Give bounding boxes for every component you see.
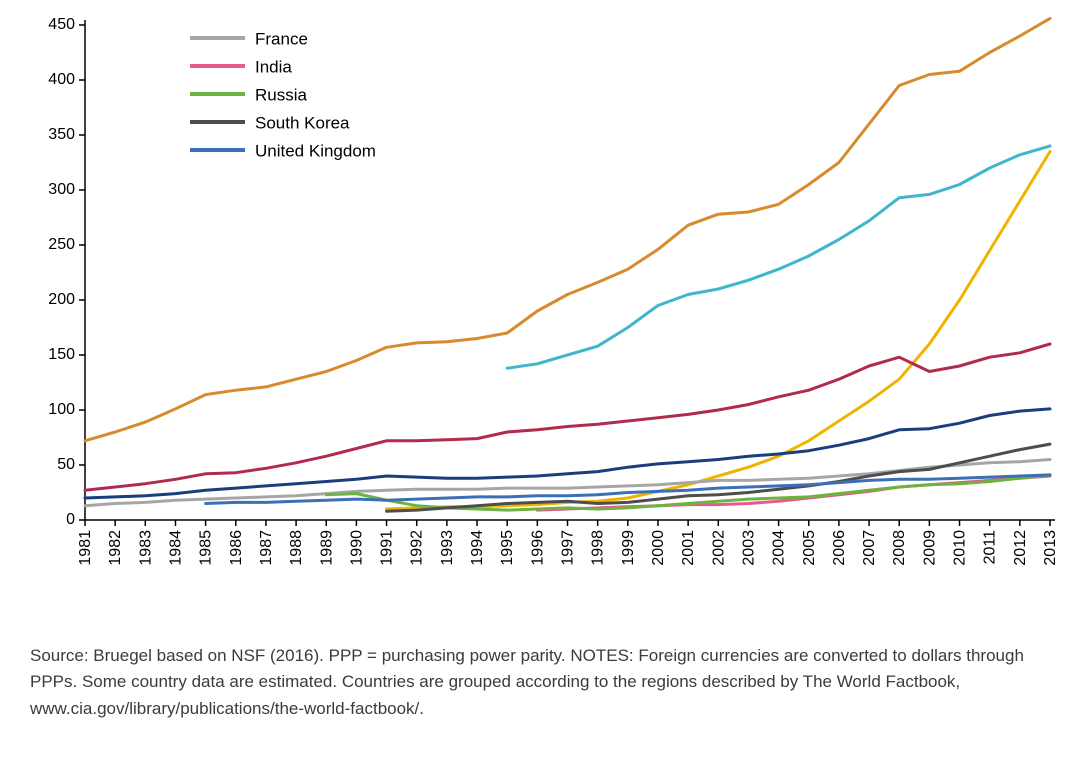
x-tick-label: 2008: [891, 530, 908, 566]
legend-swatch: [190, 36, 245, 40]
x-tick-label: 1995: [499, 530, 516, 566]
x-tick-label: 1994: [469, 530, 486, 566]
x-tick-label: 2012: [1012, 530, 1029, 566]
y-tick-label: 350: [48, 126, 75, 143]
x-tick-label: 2003: [740, 530, 757, 566]
x-tick-label: 1996: [529, 530, 546, 566]
source-note: Source: Bruegel based on NSF (2016). PPP…: [30, 643, 1040, 722]
legend-label: Russia: [255, 85, 308, 104]
y-tick-label: 200: [48, 291, 75, 308]
y-tick-label: 300: [48, 181, 75, 198]
x-tick-label: 2009: [921, 530, 938, 566]
x-tick-label: 1986: [228, 530, 245, 566]
x-tick-label: 1981: [77, 530, 94, 566]
x-tick-label: 1982: [107, 530, 124, 566]
x-tick-label: 1990: [348, 530, 365, 566]
x-tick-label: 2004: [771, 530, 788, 566]
legend-label: France: [255, 29, 308, 48]
x-tick-label: 2013: [1042, 530, 1055, 566]
x-tick-label: 1991: [379, 530, 396, 566]
legend-swatch: [190, 92, 245, 96]
x-tick-label: 1987: [258, 530, 275, 566]
y-tick-label: 0: [66, 511, 75, 528]
legend-swatch: [190, 120, 245, 124]
x-tick-label: 1992: [409, 530, 426, 566]
x-tick-label: 1985: [198, 530, 215, 566]
y-tick-label: 250: [48, 236, 75, 253]
x-tick-label: 2006: [831, 530, 848, 566]
x-tick-label: 2007: [861, 530, 878, 566]
line-chart: 0 50 100 150 200 250 300 350 400 450 1981 1982 1983 1…: [30, 10, 1055, 625]
x-tick-label: 1988: [288, 530, 305, 566]
y-tick-label: 100: [48, 401, 75, 418]
x-tick-label: 2005: [801, 530, 818, 566]
legend-swatch: [190, 64, 245, 68]
x-tick-label: 2001: [680, 530, 697, 566]
x-tick-label: 1997: [560, 530, 577, 566]
y-tick-label: 400: [48, 71, 75, 88]
legend-swatch: [190, 148, 245, 152]
x-tick-label: 1989: [318, 530, 335, 566]
x-tick-label: 1998: [590, 530, 607, 566]
legend-label: South Korea: [255, 113, 350, 132]
y-tick-label: 450: [48, 16, 75, 33]
x-tick-label: 1983: [137, 530, 154, 566]
chart-container: 0 50 100 150 200 250 300 350 400 450 1981 1982 1983 1…: [0, 0, 1085, 767]
x-tick-label: 2002: [710, 530, 727, 566]
x-tick-label: 2010: [952, 530, 969, 566]
x-tick-label: 1984: [167, 530, 184, 566]
x-tick-label: 1993: [439, 530, 456, 566]
legend-label: India: [255, 57, 292, 76]
x-tick-label: 2011: [982, 530, 999, 565]
y-tick-label: 50: [57, 456, 75, 473]
x-tick-label: 1999: [620, 530, 637, 566]
x-tick-label: 2000: [650, 530, 667, 566]
legend-label: United Kingdom: [255, 141, 376, 160]
y-tick-label: 150: [48, 346, 75, 363]
